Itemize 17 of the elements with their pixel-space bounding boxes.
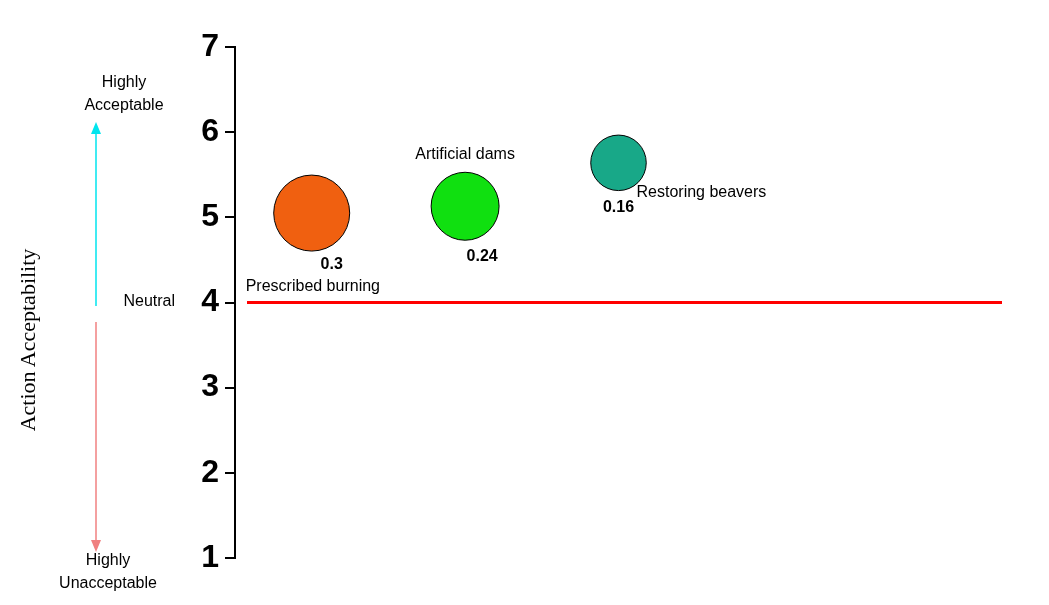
data-label: 0.16	[602, 198, 635, 216]
text: Neutral	[122, 292, 175, 310]
y-tick-label: 5	[201, 197, 219, 234]
y-tick-label: 4	[201, 282, 220, 319]
text: Action Acceptability	[15, 248, 41, 432]
y-tick-label: 3	[201, 367, 219, 404]
series-label: Restoring beavers	[636, 183, 767, 201]
text: Highly Unacceptable	[58, 550, 158, 593]
y-tick-label: 6	[201, 111, 219, 148]
data-label: 0.24	[466, 246, 498, 264]
data-label: 0.3	[320, 255, 343, 273]
y-tick-label: 7	[201, 26, 219, 63]
y-tick-label: 2	[201, 452, 219, 489]
text: Highly Acceptable	[83, 72, 165, 115]
text: Prescribed burning	[245, 277, 380, 295]
y-tick-label: 1	[201, 537, 219, 574]
series-label: Artificial dams	[415, 144, 515, 162]
